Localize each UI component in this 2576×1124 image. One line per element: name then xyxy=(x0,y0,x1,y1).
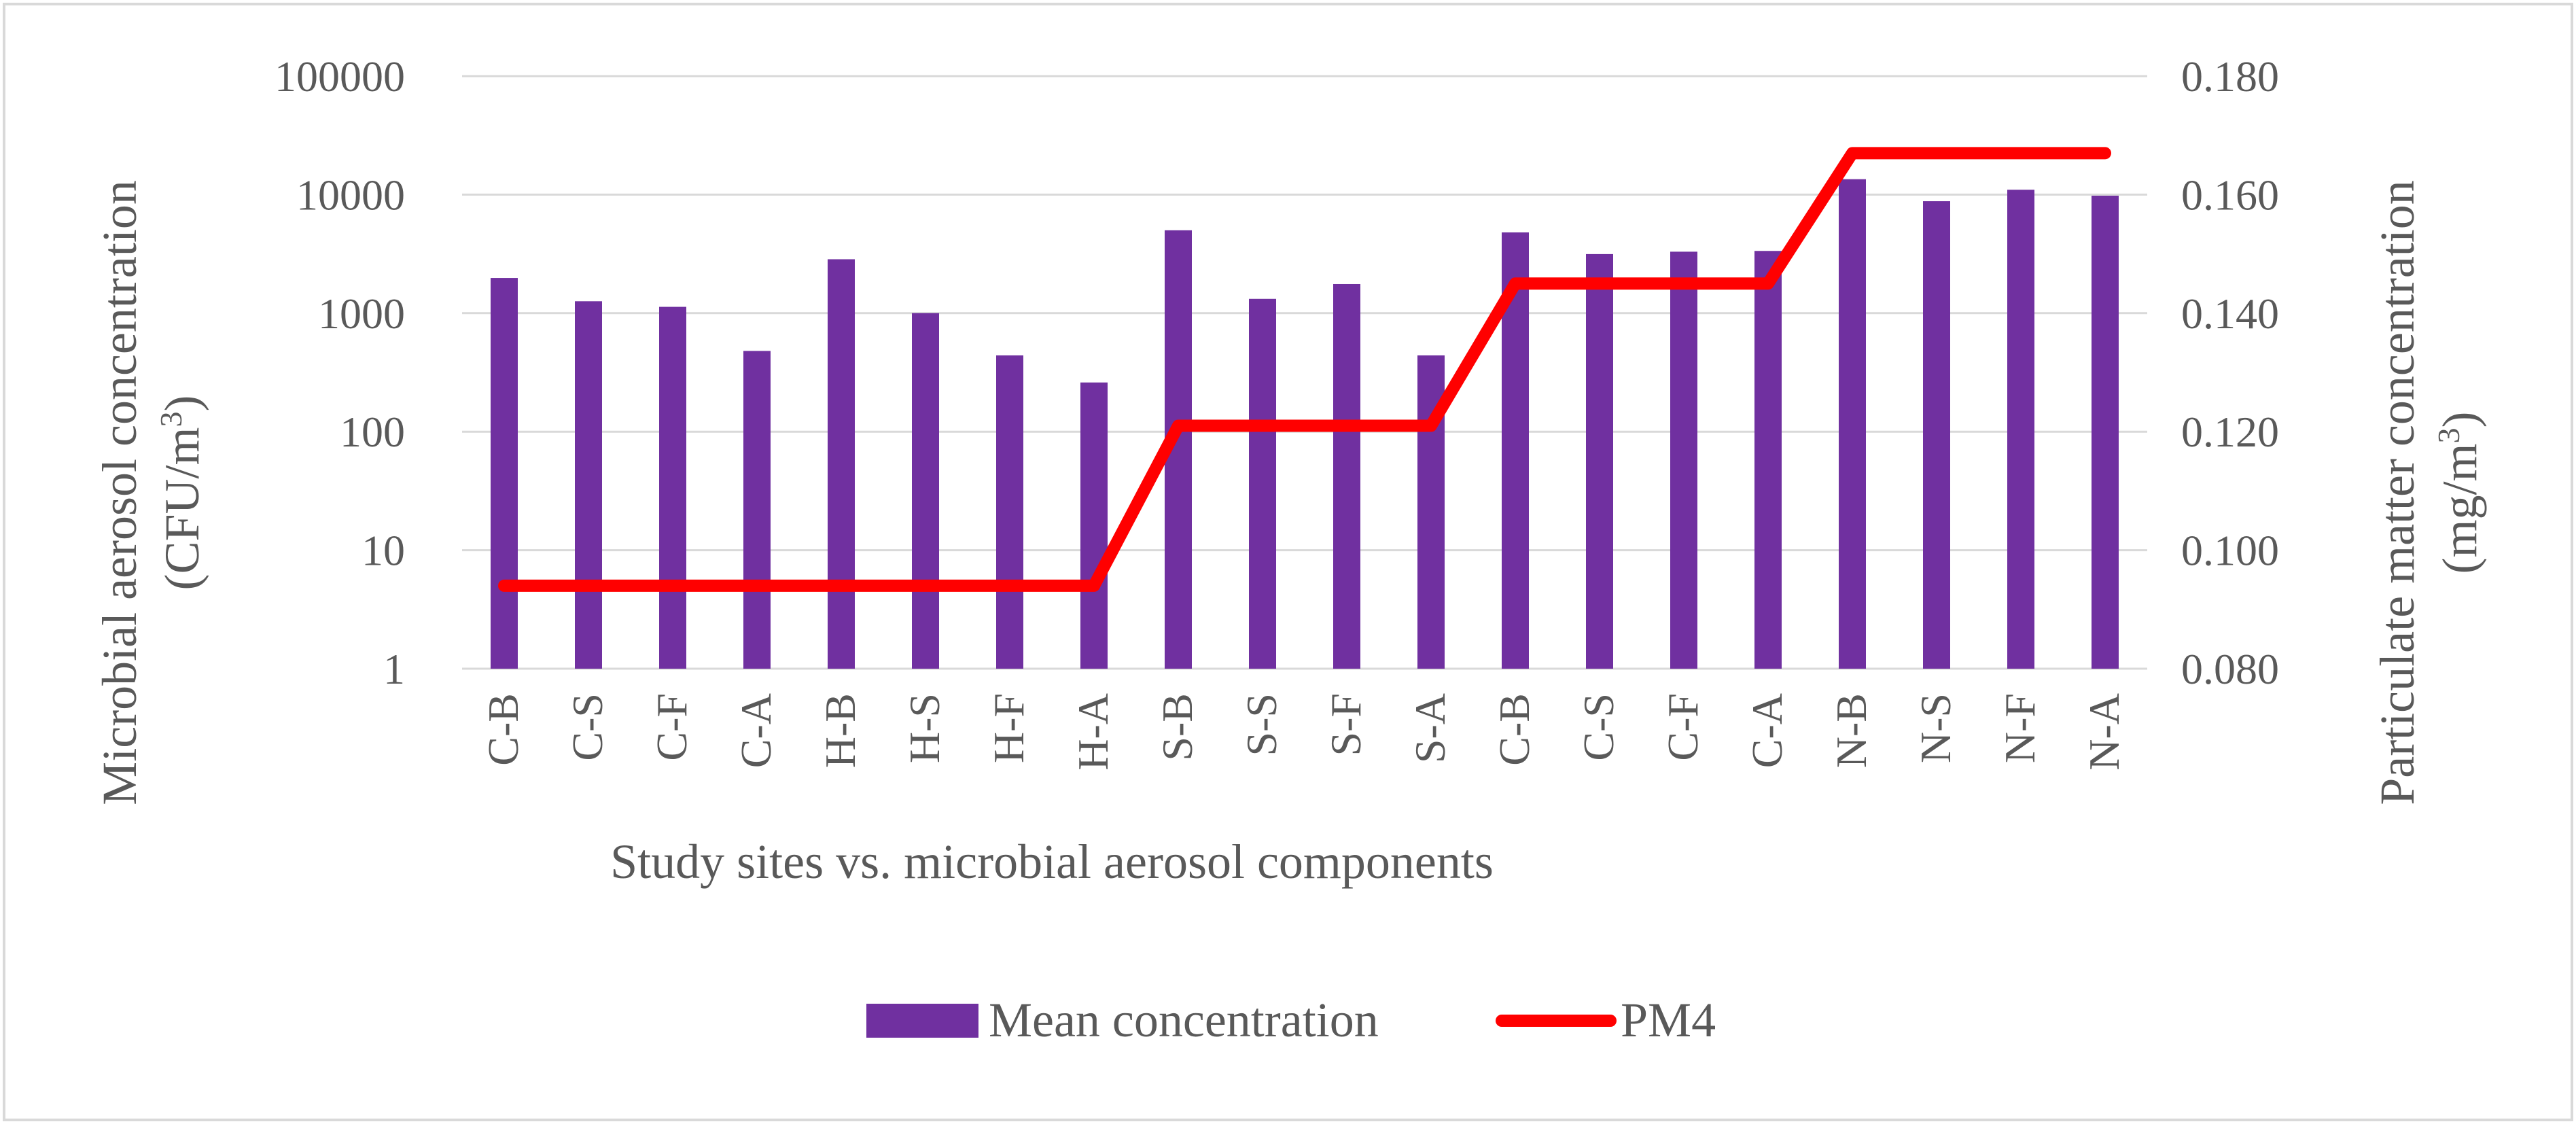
bar-s-s-9 xyxy=(1249,298,1276,669)
x-tick-label-3: C-A xyxy=(732,693,780,768)
left-axis-ticks: 1 10 100 1000 10000 100000 xyxy=(275,52,405,693)
line-series xyxy=(498,147,2111,592)
right-tick-label-3: 0.140 xyxy=(2181,289,2279,338)
right-axis-title-line1: Particulate matter concentration xyxy=(2370,180,2424,805)
right-tick-label-2: 0.120 xyxy=(2181,408,2279,456)
x-tick-label-18: N-F xyxy=(1996,693,2044,763)
gridlines xyxy=(462,75,2147,670)
right-axis-title: Particulate matter concentration (mg/m3) xyxy=(2370,180,2487,805)
right-tick-label-0: 0.080 xyxy=(2181,645,2279,693)
bar-series xyxy=(491,179,2119,669)
left-tick-label-0: 1 xyxy=(383,645,405,693)
bar-n-f-18 xyxy=(2007,190,2034,669)
x-axis-title: Study sites vs. microbial aerosol compon… xyxy=(610,835,1494,889)
legend-label-pm4: PM4 xyxy=(1621,993,1716,1047)
bar-c-b-0 xyxy=(491,278,518,669)
legend: Mean concentration PM4 xyxy=(866,993,1716,1047)
left-tick-label-2: 100 xyxy=(340,408,405,456)
left-axis-title-unit: (CFU/m xyxy=(155,427,209,590)
right-axis-title-close: ) xyxy=(2433,412,2487,428)
x-tick-label-19: N-A xyxy=(2080,693,2128,771)
right-tick-label-1: 0.100 xyxy=(2181,527,2279,575)
x-tick-label-11: S-A xyxy=(1406,693,1454,763)
bar-h-a-7 xyxy=(1080,382,1108,669)
x-tick-label-5: H-S xyxy=(900,693,949,763)
bar-c-a-3 xyxy=(743,351,771,669)
bar-s-f-10 xyxy=(1333,283,1360,669)
bar-n-s-17 xyxy=(1923,201,1950,669)
bar-c-f-14 xyxy=(1670,251,1697,669)
left-tick-label-1: 10 xyxy=(361,527,405,575)
bar-c-s-13 xyxy=(1586,253,1613,669)
x-tick-label-16: N-B xyxy=(1827,693,1875,768)
bar-n-b-16 xyxy=(1839,179,1866,669)
x-tick-label-2: C-F xyxy=(648,693,696,761)
bar-c-s-1 xyxy=(575,301,602,669)
right-tick-label-5: 0.180 xyxy=(2181,52,2279,101)
x-tick-label-4: H-B xyxy=(816,693,864,768)
left-axis-title-line1: Microbial aerosol concentration xyxy=(92,180,147,805)
x-tick-label-8: S-B xyxy=(1153,693,1201,761)
right-axis-title-sup: 3 xyxy=(2431,427,2466,443)
bar-n-a-19 xyxy=(2092,195,2119,669)
bar-c-f-2 xyxy=(659,306,686,669)
legend-swatch-mean-concentration xyxy=(866,1004,978,1038)
x-tick-label-9: S-S xyxy=(1237,693,1286,756)
x-tick-label-12: C-B xyxy=(1490,693,1538,766)
bar-c-a-15 xyxy=(1754,251,1782,669)
bar-h-b-4 xyxy=(828,259,855,669)
x-tick-label-17: N-S xyxy=(1911,693,1960,763)
x-tick-label-10: S-F xyxy=(1322,693,1370,756)
right-tick-label-4: 0.160 xyxy=(2181,171,2279,219)
x-tick-label-13: C-S xyxy=(1574,693,1623,761)
left-tick-label-4: 10000 xyxy=(296,171,405,219)
bar-h-s-5 xyxy=(912,313,939,669)
left-axis-title-close: ) xyxy=(155,395,209,411)
x-tick-label-15: C-A xyxy=(1743,693,1791,768)
bar-h-f-6 xyxy=(996,355,1023,669)
left-axis-title-sup: 3 xyxy=(154,411,188,427)
left-axis-title-line2: (CFU/m3) xyxy=(154,395,210,590)
legend-label-mean-concentration: Mean concentration xyxy=(989,993,1379,1047)
left-tick-label-3: 1000 xyxy=(318,289,405,338)
x-tick-label-6: H-F xyxy=(985,693,1033,763)
line-pm4 xyxy=(498,147,2111,592)
x-tick-label-0: C-B xyxy=(479,693,527,766)
x-tick-label-7: H-A xyxy=(1069,693,1117,771)
right-axis-ticks: 0.080 0.100 0.120 0.140 0.160 0.180 xyxy=(2181,52,2279,693)
left-axis-title: Microbial aerosol concentration (CFU/m3) xyxy=(92,180,209,805)
x-tick-label-1: C-S xyxy=(563,693,612,761)
right-axis-title-unit: (mg/m xyxy=(2433,443,2487,574)
x-axis-ticks: C-B C-S C-F C-A H-B H-S H-F H-A S-B S-S S-F S-A C-B C… xyxy=(479,693,2128,771)
left-tick-label-5: 100000 xyxy=(275,52,405,101)
right-axis-title-line2: (mg/m3) xyxy=(2431,412,2488,574)
chart-frame xyxy=(3,3,2573,1121)
x-tick-label-14: C-F xyxy=(1659,693,1707,761)
